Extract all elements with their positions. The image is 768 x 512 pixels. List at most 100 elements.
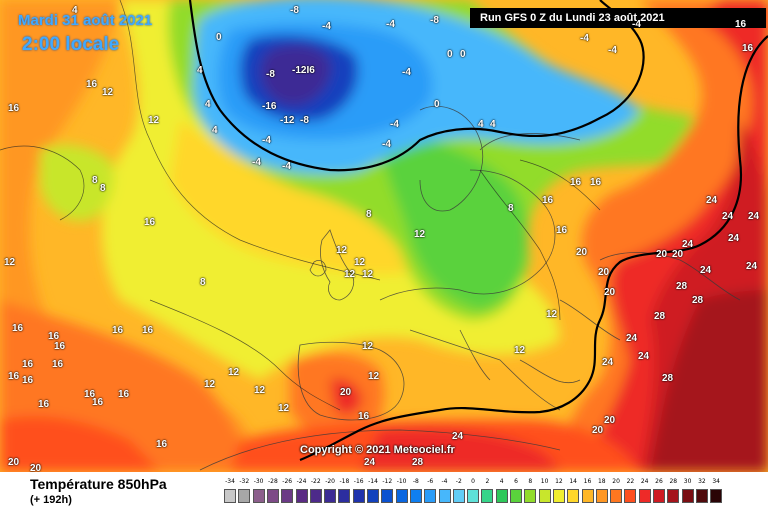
isotherm-value-label: 0 (216, 32, 222, 43)
scale-tick-label: -6 (427, 478, 434, 485)
isotherm-value-label: -4 (608, 45, 617, 56)
isotherm-value-label: 4 (205, 99, 211, 110)
isotherm-value-label: 8 (100, 183, 106, 194)
scale-color-swatch (367, 489, 379, 503)
isotherm-value-label: 12 (344, 269, 356, 280)
isotherm-value-label: -8 (266, 69, 275, 80)
isotherm-value-label: 24 (638, 351, 650, 362)
isotherm-value-label: 12 (354, 257, 366, 268)
isotherm-value-label: 16 (590, 177, 602, 188)
isotherm-value-label: 20 (604, 415, 616, 426)
isotherm-value-label: 28 (692, 295, 704, 306)
isotherm-value-label: -4 (402, 67, 411, 78)
isotherm-value-label: 4 (72, 5, 78, 16)
scale-color-swatch (224, 489, 236, 503)
isotherm-value-label: 16 (86, 79, 98, 90)
scale-color-swatch (324, 489, 337, 503)
isotherm-value-label: 24 (722, 211, 734, 222)
isotherm-value-label: 12 (228, 367, 240, 378)
scale-color-swatch (467, 489, 480, 503)
scale-color-swatch (238, 489, 251, 503)
isotherm-value-label: -4 (580, 33, 589, 44)
scale-color-swatch (395, 489, 408, 503)
isotherm-value-label: 12 (368, 371, 380, 382)
isotherm-value-label: 16 (542, 195, 554, 206)
isotherm-value-label: 24 (626, 333, 638, 344)
isotherm-value-label: 16 (8, 371, 20, 382)
isotherm-value-label: 24 (700, 265, 712, 276)
isotherm-value-label: 16 (48, 331, 60, 342)
scale-tick-label: 8 (528, 478, 533, 485)
isotherm-value-label: -12I6 (292, 65, 315, 76)
scale-color-swatch (252, 489, 265, 503)
isotherm-value-label: 24 (746, 261, 758, 272)
isotherm-value-label: 16 (8, 103, 20, 114)
isotherm-value-label: 8 (92, 175, 98, 186)
scale-tick-label: -10 (396, 478, 407, 485)
scale-color-swatch (638, 489, 651, 503)
isotherm-value-label: 4 (197, 65, 203, 76)
scale-tick-label: 30 (683, 478, 692, 485)
scale-tick-label: -26 (282, 478, 293, 485)
scale-tick-label: 24 (640, 478, 649, 485)
scale-tick-label: -30 (253, 478, 264, 485)
scale-tick-label: -8 (412, 478, 419, 485)
isotherm-value-label: 12 (336, 245, 348, 256)
isotherm-value-label: 24 (364, 457, 376, 468)
scale-color-swatch (381, 489, 394, 503)
isotherm-value-label: 24 (728, 233, 740, 244)
scale-color-swatch (438, 489, 451, 503)
isotherm-value-label: 12 (102, 87, 114, 98)
scale-tick-label: 18 (597, 478, 606, 485)
scale-color-swatch (281, 489, 294, 503)
scale-tick-label: 10 (540, 478, 549, 485)
isotherms (188, 0, 768, 462)
isotherm-value-label: 16 (84, 389, 96, 400)
isotherm-value-label: 12 (254, 385, 266, 396)
isotherm-value-label: 20 (592, 425, 604, 436)
isotherm-value-label: -4 (322, 21, 331, 32)
isotherm-value-label: -4 (632, 19, 641, 30)
isotherm-value-label: 16 (22, 359, 34, 370)
isotherm-value-label: 16 (742, 43, 754, 54)
isotherm-value-label: 0 (434, 99, 440, 110)
scale-tick-label: -34 (225, 478, 235, 485)
scale-color-swatch (510, 489, 522, 503)
isotherm-value-label: 12 (414, 229, 426, 240)
isotherm-value-label: 20 (8, 457, 20, 468)
isotherm-value-label: 4 (490, 119, 496, 130)
isotherm-value-label: -4 (390, 119, 399, 130)
scale-tick-label: -20 (325, 478, 335, 485)
isotherm-value-label: -4 (386, 19, 395, 30)
isotherm-value-label: 16 (735, 19, 747, 30)
scale-tick-label: 28 (669, 478, 678, 485)
isotherm-value-label: 28 (654, 311, 666, 322)
scale-tick-label: 14 (569, 478, 577, 485)
scale-color-swatch (495, 489, 508, 503)
scale-color-swatch (538, 489, 551, 503)
isotherm-value-label: 28 (662, 373, 674, 384)
isotherm-value-label: 16 (358, 411, 370, 422)
isotherm-value-label: -4 (282, 161, 291, 172)
isotherm-value-label: 16 (22, 375, 34, 386)
scale-tick-label: 26 (655, 478, 663, 485)
isotherm-value-label: 12 (4, 257, 16, 268)
isotherm-value-label: 20 (340, 387, 352, 398)
scale-color-swatch (595, 489, 608, 503)
isotherm-value-label: 16 (556, 225, 568, 236)
isotherm-value-label: 24 (706, 195, 718, 206)
temperature-field (0, 0, 768, 472)
isotherm-value-label: 12 (204, 379, 216, 390)
scale-tick-label: 22 (626, 478, 635, 485)
isotherm-value-label: -16 (262, 101, 277, 112)
scale-color-swatch (653, 489, 665, 503)
coastlines (199, 105, 741, 471)
scale-color-swatch (452, 489, 465, 503)
isotherm-value-label: 20 (604, 287, 616, 298)
scale-color-swatch (624, 489, 637, 503)
scale-tick-label: -16 (353, 478, 364, 485)
forecast-local-time: 2:00 locale (22, 34, 120, 55)
scale-tick-label: 12 (555, 478, 563, 485)
isotherm-value-label: -4 (262, 135, 271, 146)
scale-tick-label: 6 (514, 478, 518, 485)
